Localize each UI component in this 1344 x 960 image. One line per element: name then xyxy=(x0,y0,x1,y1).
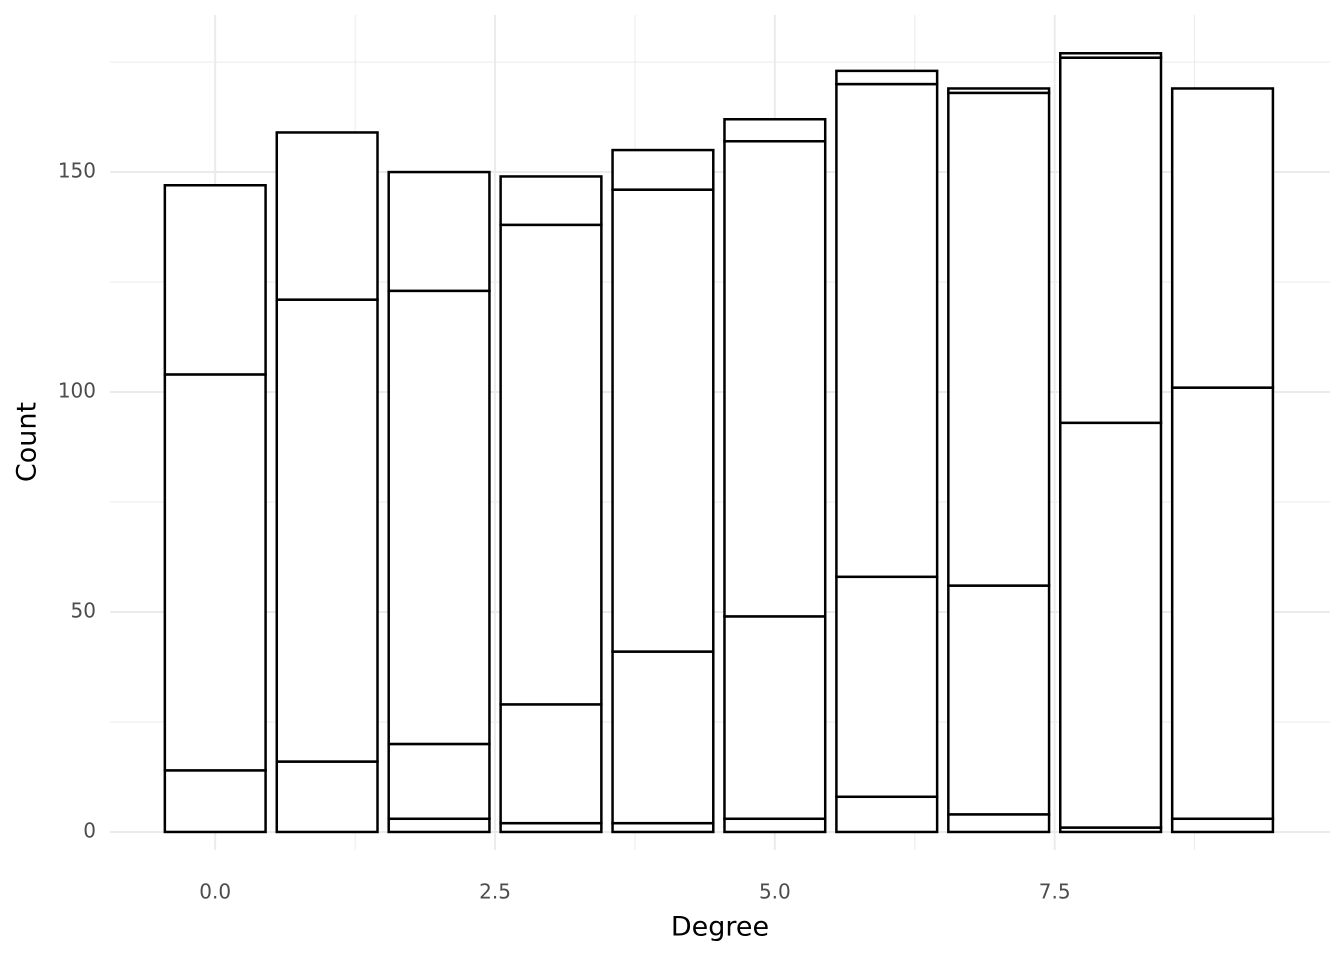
bar-segment xyxy=(723,140,827,618)
bar-segment xyxy=(723,817,827,834)
bar-segment xyxy=(723,615,827,821)
x-tick-label: 7.5 xyxy=(1039,880,1071,904)
x-axis-title: Degree xyxy=(671,912,769,943)
bar-segment xyxy=(1170,386,1275,821)
x-tick-label: 5.0 xyxy=(759,880,791,904)
bar-segment xyxy=(275,131,379,301)
bar-segment xyxy=(163,769,267,834)
bar-segment xyxy=(387,170,491,293)
bar-segment xyxy=(947,584,1051,816)
y-tick-label: 50 xyxy=(71,598,96,622)
bar-segment xyxy=(1170,817,1275,834)
bar-segment xyxy=(611,821,715,834)
bar-segment xyxy=(499,223,603,706)
bar-segment xyxy=(387,817,491,834)
x-tick-label: 0.0 xyxy=(199,880,231,904)
bar-segment xyxy=(947,91,1051,587)
bar-segment xyxy=(947,813,1051,834)
bar-segment xyxy=(1170,87,1275,389)
bar-segment xyxy=(947,87,1051,95)
bar-segment xyxy=(163,373,267,772)
bar-segment xyxy=(1059,421,1163,829)
bar-segment xyxy=(723,118,827,143)
bar-segment xyxy=(835,575,939,799)
y-tick-label: 100 xyxy=(58,379,96,403)
bar-segment xyxy=(275,298,379,763)
bar-segment xyxy=(275,760,379,834)
bar-segment xyxy=(835,795,939,834)
bar-segment xyxy=(835,69,939,86)
bar-segment xyxy=(835,82,939,579)
x-tick-label: 2.5 xyxy=(479,880,511,904)
bar-segment xyxy=(499,821,603,834)
bar-segment xyxy=(499,703,603,825)
bar-segment xyxy=(387,742,491,821)
y-axis-title: Count xyxy=(12,402,43,482)
bar-segment xyxy=(499,175,603,227)
bar-segment xyxy=(387,289,491,746)
bar-segment xyxy=(611,650,715,825)
bar-segment xyxy=(611,188,715,653)
bar-segment xyxy=(1059,52,1163,59)
bar-segment xyxy=(1059,56,1163,425)
y-tick-label: 0 xyxy=(83,818,96,842)
bar-segment xyxy=(163,184,267,376)
y-tick-label: 150 xyxy=(58,159,96,183)
bar-segment xyxy=(611,148,715,191)
